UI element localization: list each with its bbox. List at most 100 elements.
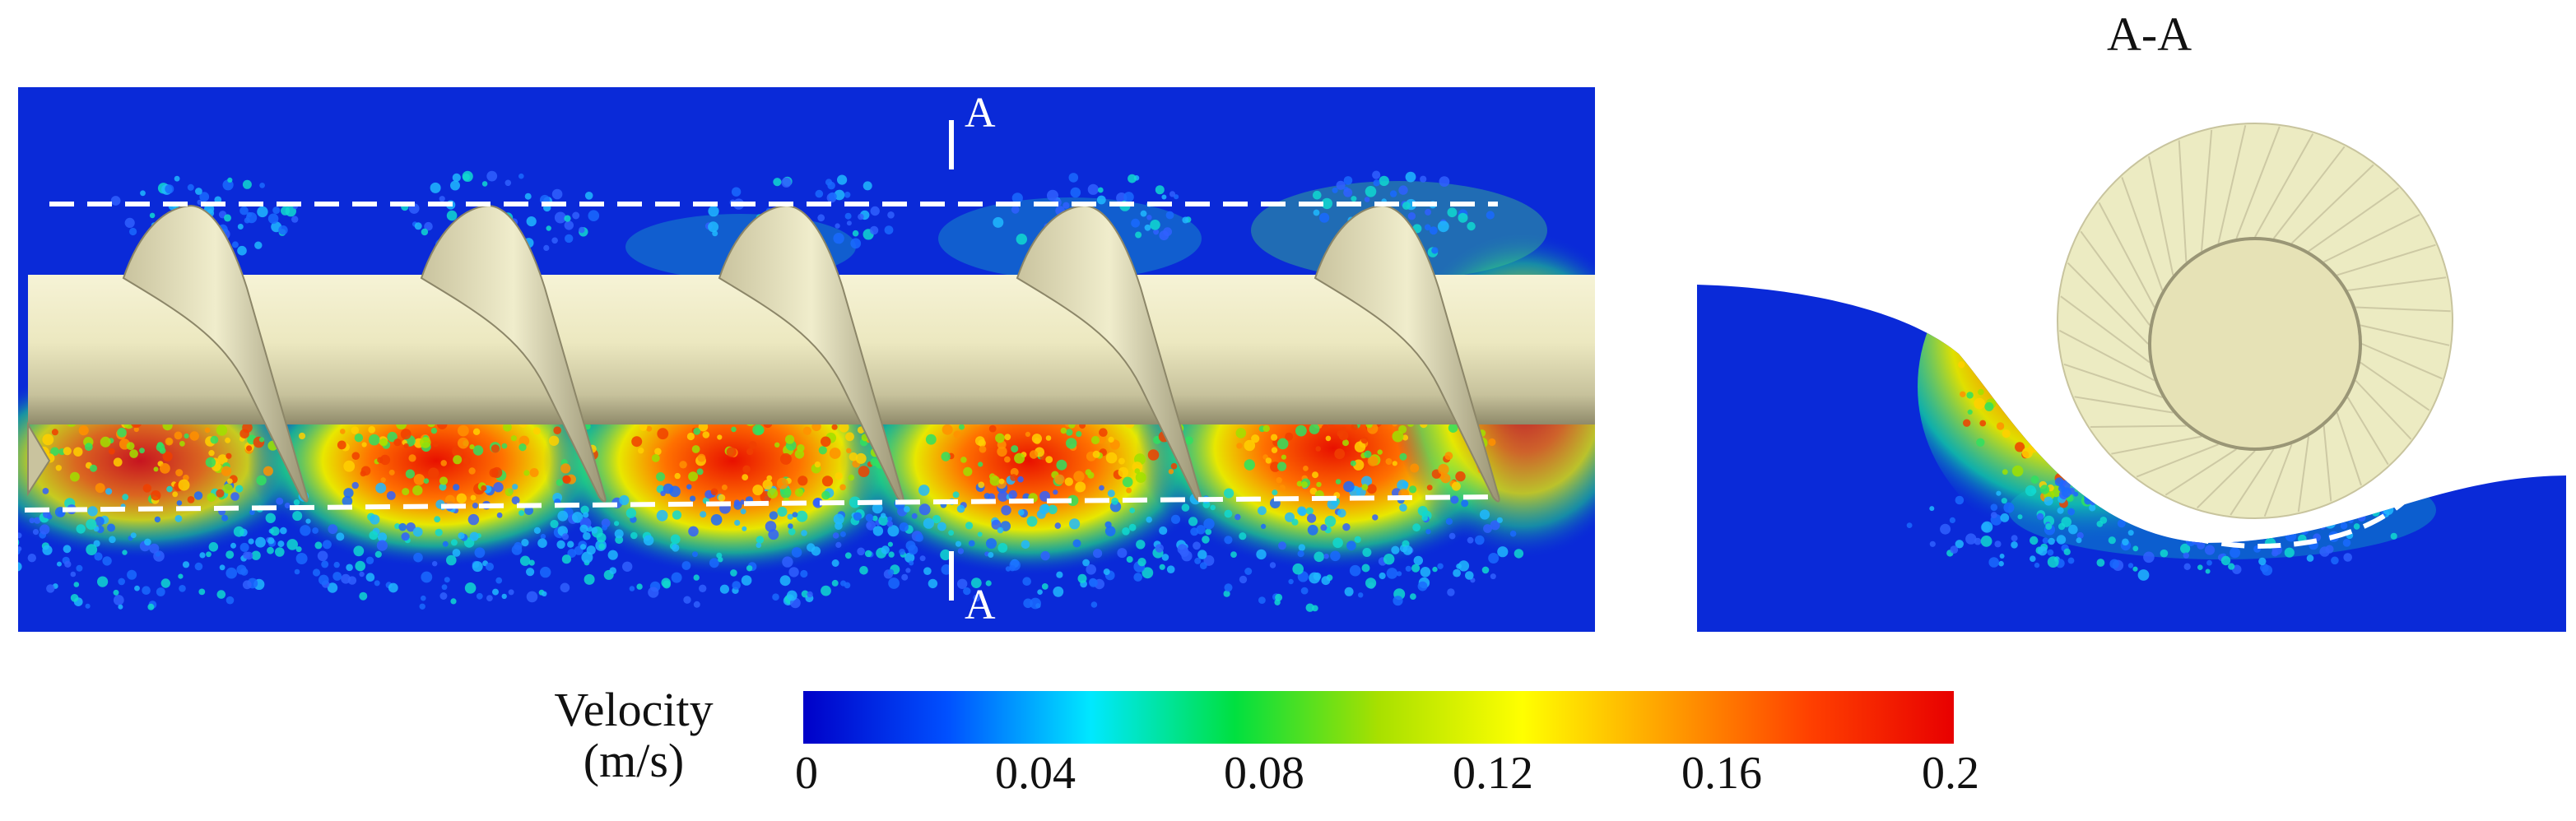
- particle: [314, 541, 323, 550]
- particle: [85, 603, 91, 609]
- particle: [126, 442, 135, 451]
- particle: [108, 448, 115, 455]
- particle: [718, 557, 723, 563]
- particle: [2108, 536, 2116, 545]
- particle: [915, 533, 924, 542]
- particle: [1393, 596, 1403, 606]
- particle: [622, 561, 633, 572]
- particle: [1031, 434, 1042, 444]
- particle: [1123, 192, 1134, 202]
- particle: [174, 515, 183, 522]
- flight-facet: [2346, 397, 2389, 466]
- particle: [2206, 559, 2212, 566]
- particle: [160, 578, 170, 588]
- particle: [472, 561, 483, 573]
- particle: [464, 582, 477, 594]
- particle: [1978, 388, 1984, 396]
- particle: [0, 543, 2, 549]
- particle: [1004, 434, 1011, 441]
- particle: [1349, 564, 1361, 577]
- particle: [785, 434, 795, 444]
- particle: [492, 588, 499, 596]
- particle: [1997, 293, 2004, 300]
- particle: [986, 538, 997, 550]
- particle: [1405, 565, 1411, 572]
- particle: [918, 485, 930, 496]
- particle: [533, 526, 542, 535]
- particle: [1323, 554, 1329, 559]
- particle: [285, 205, 296, 217]
- particle: [553, 426, 561, 434]
- particle: [1342, 439, 1349, 447]
- particle: [997, 446, 1007, 457]
- particle: [342, 495, 353, 507]
- particle: [726, 447, 737, 457]
- particle: [1270, 462, 1281, 472]
- particle: [791, 547, 802, 558]
- particle: [1437, 220, 1449, 233]
- particle: [147, 603, 155, 610]
- particle: [1410, 463, 1420, 473]
- particle: [2067, 508, 2076, 516]
- particle: [526, 568, 535, 577]
- particle: [543, 244, 550, 251]
- particle: [1966, 307, 1973, 313]
- particle: [1153, 229, 1160, 235]
- particle: [2143, 551, 2155, 564]
- screw-flight: [1314, 204, 1500, 503]
- particle: [2204, 545, 2216, 555]
- particle: [1066, 438, 1077, 449]
- particle: [844, 212, 852, 220]
- particle: [486, 562, 494, 571]
- particle: [1346, 540, 1356, 551]
- particle: [1361, 564, 1370, 573]
- particle: [998, 478, 1005, 485]
- particle: [1402, 545, 1413, 555]
- flight-facet: [2148, 155, 2174, 276]
- particle: [505, 179, 512, 187]
- particle: [788, 523, 793, 529]
- particle: [1424, 224, 1431, 231]
- particle: [1040, 550, 1050, 561]
- particle: [2034, 344, 2045, 355]
- particle: [571, 512, 584, 523]
- particle: [133, 426, 139, 433]
- particle: [639, 423, 648, 431]
- particle: [1168, 469, 1174, 475]
- particle: [1099, 485, 1104, 491]
- particle: [756, 536, 765, 544]
- particle: [556, 479, 564, 486]
- particle: [1197, 550, 1207, 559]
- flight-facet: [2201, 129, 2213, 252]
- particle: [718, 494, 726, 502]
- particle: [528, 559, 535, 566]
- particle: [1309, 424, 1320, 434]
- particle: [237, 224, 244, 230]
- particle: [2135, 483, 2141, 489]
- particle: [452, 549, 461, 557]
- particle: [1045, 435, 1052, 441]
- longitudinal-view: [0, 87, 1595, 632]
- particle: [491, 444, 500, 453]
- particle: [625, 508, 637, 518]
- particle: [1184, 436, 1193, 445]
- particle: [1964, 353, 1975, 364]
- particle: [1104, 521, 1112, 528]
- particle: [1022, 577, 1031, 586]
- dashed-trough-outline: [2047, 345, 2439, 550]
- particle: [1410, 593, 1416, 600]
- particle: [1392, 430, 1404, 443]
- particle: [905, 568, 911, 573]
- particle: [2230, 547, 2241, 559]
- particle: [1996, 490, 2002, 496]
- particle: [1018, 509, 1025, 516]
- particle: [221, 514, 229, 522]
- particle: [1190, 527, 1199, 536]
- particle: [18, 548, 21, 555]
- particle: [1998, 395, 2011, 407]
- particle: [1992, 373, 2002, 383]
- particle: [1076, 431, 1082, 438]
- particle: [1444, 452, 1453, 461]
- particle: [1054, 474, 1065, 485]
- particle: [29, 517, 35, 524]
